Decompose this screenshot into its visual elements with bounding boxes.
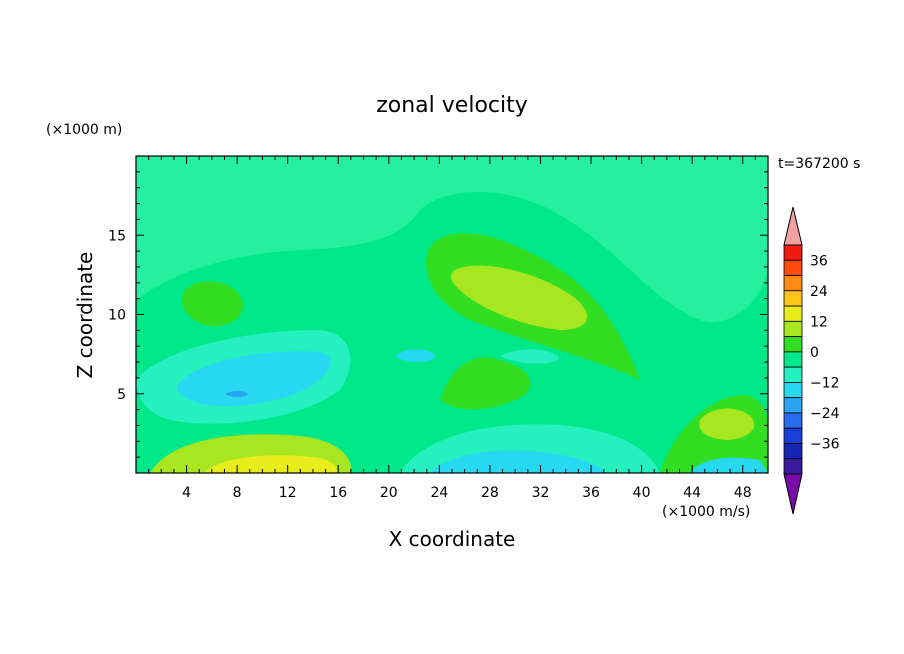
colorbar-under-arrow: [783, 473, 803, 515]
velocity-field: [136, 156, 768, 473]
contour-region: [205, 455, 337, 473]
chart-title: zonal velocity: [376, 93, 528, 118]
colorbar-tick-label: 12: [810, 314, 828, 330]
colorbar-bin: [783, 320, 803, 338]
x-tick-label: 16: [329, 485, 347, 501]
colorbar-tick-label: −24: [810, 406, 840, 422]
colorbar-bin: [783, 458, 803, 475]
y-axis-ticks: 5 10 15: [108, 171, 768, 458]
time-label: t=367200 s: [778, 156, 860, 172]
colorbar: 36 24 12 0 −12 −24 −36: [783, 206, 840, 515]
x-tick-label: 8: [233, 485, 242, 501]
colorbar-bin: [783, 305, 803, 322]
contour-region: [177, 351, 331, 407]
colorbar-bin: [783, 336, 803, 353]
contour-region: [225, 391, 248, 397]
y-tick-label: 10: [108, 308, 126, 324]
colorbar-bin: [783, 290, 803, 307]
x-tick-label: 32: [532, 485, 550, 501]
colorbar-bin: [783, 412, 803, 429]
x-tick-label: 36: [582, 485, 600, 501]
contour-region: [395, 349, 436, 362]
colorbar-bin: [783, 259, 803, 276]
contour-region: [500, 349, 560, 364]
colorbar-tick-label: 24: [810, 284, 828, 300]
x-tick-label: 40: [633, 485, 651, 501]
x-tick-label: 24: [430, 485, 448, 501]
colorbar-tick-label: 36: [810, 253, 828, 269]
colorbar-tick-label: −36: [810, 436, 840, 452]
y-tick-label: 5: [117, 387, 126, 403]
x-tick-label: 4: [182, 485, 191, 501]
colorbar-over-arrow: [783, 206, 803, 246]
y-axis-label: Z coordinate: [73, 252, 97, 379]
colorbar-bin: [783, 244, 803, 261]
x-tick-label: 28: [481, 485, 499, 501]
contour-region: [440, 357, 531, 410]
y-tick-label: 15: [108, 228, 126, 244]
colorbar-bin: [783, 275, 803, 292]
contour-region: [690, 457, 768, 473]
x-axis-ticks: 4 8 12 16 20 24 28 32 36 40 44 48: [148, 156, 756, 501]
colorbar-bin: [783, 351, 803, 368]
y-unit-label: (×1000 m): [46, 122, 122, 138]
x-axis-label: X coordinate: [389, 527, 516, 551]
colorbar-bin: [783, 443, 803, 460]
x-tick-label: 20: [380, 485, 398, 501]
x-tick-label: 48: [734, 485, 752, 501]
contour-region: [181, 281, 243, 327]
x-unit-label: (×1000 m/s): [662, 504, 750, 520]
colorbar-bin: [783, 427, 803, 444]
contour-region: [699, 408, 755, 440]
colorbar-tick-label: −12: [810, 375, 840, 391]
x-tick-label: 12: [279, 485, 297, 501]
x-tick-label: 44: [683, 485, 701, 501]
contour-region: [450, 265, 587, 330]
colorbar-bin: [783, 397, 803, 414]
colorbar-bin: [783, 366, 803, 383]
colorbar-bin: [783, 381, 803, 399]
contour-region: [430, 450, 606, 473]
colorbar-tick-label: 0: [810, 345, 819, 361]
